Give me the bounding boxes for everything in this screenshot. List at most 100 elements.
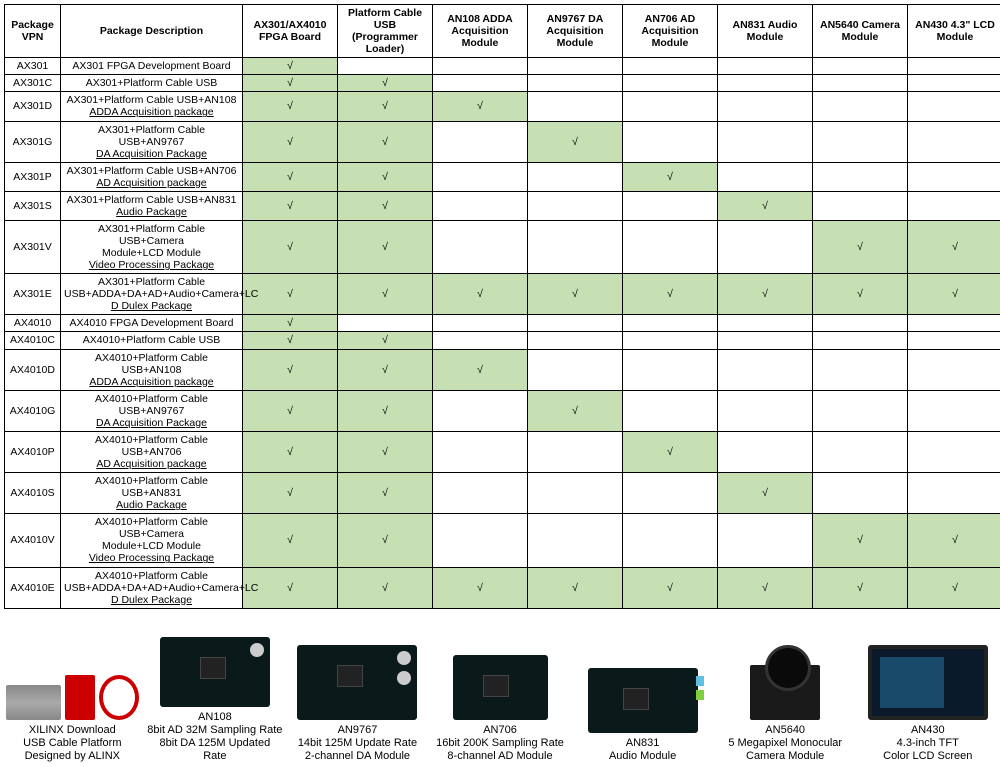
xilinx-cable-image bbox=[4, 630, 141, 720]
matrix-cell: √ bbox=[243, 473, 338, 514]
matrix-cell: √ bbox=[243, 315, 338, 332]
matrix-cell bbox=[718, 514, 813, 567]
matrix-cell bbox=[433, 431, 528, 472]
matrix-cell bbox=[433, 58, 528, 75]
package-vpn-cell: AX4010S bbox=[5, 473, 61, 514]
table-row: AX4010EAX4010+Platform CableUSB+ADDA+DA+… bbox=[5, 567, 1000, 608]
module-gallery: XILINX DownloadUSB Cable PlatformDesigne… bbox=[4, 617, 996, 764]
package-desc-cell: AX4010 FPGA Development Board bbox=[61, 315, 243, 332]
matrix-cell bbox=[908, 390, 1000, 431]
matrix-cell: √ bbox=[623, 431, 718, 472]
matrix-cell bbox=[813, 431, 908, 472]
matrix-cell bbox=[718, 92, 813, 121]
gallery-caption: AN70616bit 200K Sampling Rate8-channel A… bbox=[432, 724, 569, 764]
matrix-cell: √ bbox=[528, 567, 623, 608]
matrix-cell: √ bbox=[338, 514, 433, 567]
gallery-item-an706: AN70616bit 200K Sampling Rate8-channel A… bbox=[432, 630, 569, 764]
matrix-cell: √ bbox=[908, 514, 1000, 567]
package-vpn-cell: AX301P bbox=[5, 162, 61, 191]
matrix-cell: √ bbox=[623, 274, 718, 315]
table-row: AX4010GAX4010+Platform Cable USB+AN9767D… bbox=[5, 390, 1000, 431]
col-header: AN9767 DA Acquisition Module bbox=[528, 5, 623, 58]
table-row: AX4010AX4010 FPGA Development Board√ bbox=[5, 315, 1000, 332]
table-row: AX4010DAX4010+Platform Cable USB+AN108AD… bbox=[5, 349, 1000, 390]
matrix-cell bbox=[623, 75, 718, 92]
matrix-cell bbox=[718, 332, 813, 349]
matrix-cell bbox=[623, 332, 718, 349]
matrix-cell bbox=[623, 315, 718, 332]
matrix-cell bbox=[908, 162, 1000, 191]
an108-image bbox=[147, 617, 284, 707]
matrix-cell bbox=[718, 162, 813, 191]
matrix-cell: √ bbox=[623, 162, 718, 191]
matrix-cell bbox=[433, 315, 528, 332]
gallery-item-an831: AN831Audio Module bbox=[574, 643, 711, 763]
package-vpn-cell: AX301E bbox=[5, 274, 61, 315]
matrix-cell bbox=[718, 390, 813, 431]
matrix-cell bbox=[623, 58, 718, 75]
matrix-cell bbox=[528, 349, 623, 390]
matrix-cell: √ bbox=[908, 220, 1000, 273]
matrix-cell bbox=[528, 431, 623, 472]
matrix-cell: √ bbox=[338, 567, 433, 608]
col-header: Package VPN bbox=[5, 5, 61, 58]
matrix-cell: √ bbox=[338, 349, 433, 390]
matrix-cell: √ bbox=[338, 473, 433, 514]
matrix-cell bbox=[623, 473, 718, 514]
matrix-cell: √ bbox=[718, 567, 813, 608]
matrix-cell: √ bbox=[528, 390, 623, 431]
matrix-cell bbox=[623, 349, 718, 390]
matrix-cell bbox=[528, 75, 623, 92]
matrix-cell bbox=[623, 191, 718, 220]
matrix-cell: √ bbox=[243, 431, 338, 472]
matrix-cell: √ bbox=[243, 121, 338, 162]
package-vpn-cell: AX4010E bbox=[5, 567, 61, 608]
gallery-caption: AN4304.3-inch TFTColor LCD Screen bbox=[859, 724, 996, 764]
matrix-cell bbox=[338, 58, 433, 75]
an831-image bbox=[574, 643, 711, 733]
package-vpn-cell: AX4010G bbox=[5, 390, 61, 431]
matrix-cell: √ bbox=[528, 121, 623, 162]
matrix-cell bbox=[718, 75, 813, 92]
gallery-caption: AN831Audio Module bbox=[574, 737, 711, 763]
package-vpn-cell: AX4010D bbox=[5, 349, 61, 390]
matrix-cell: √ bbox=[243, 514, 338, 567]
matrix-cell bbox=[433, 220, 528, 273]
matrix-cell: √ bbox=[718, 274, 813, 315]
matrix-cell: √ bbox=[813, 567, 908, 608]
package-desc-cell: AX4010+Platform Cable USB+AN706AD Acquis… bbox=[61, 431, 243, 472]
matrix-cell: √ bbox=[243, 162, 338, 191]
package-desc-cell: AX4010+Platform Cable USB+AN9767DA Acqui… bbox=[61, 390, 243, 431]
table-row: AX301CAX301+Platform Cable USB√√ bbox=[5, 75, 1000, 92]
matrix-cell bbox=[813, 75, 908, 92]
matrix-cell bbox=[433, 332, 528, 349]
matrix-cell: √ bbox=[338, 332, 433, 349]
an430-image bbox=[859, 630, 996, 720]
table-row: AX301EAX301+Platform CableUSB+ADDA+DA+AD… bbox=[5, 274, 1000, 315]
an5640-image bbox=[717, 630, 854, 720]
matrix-cell bbox=[908, 92, 1000, 121]
package-vpn-cell: AX301D bbox=[5, 92, 61, 121]
col-header: AN5640 Camera Module bbox=[813, 5, 908, 58]
matrix-cell bbox=[433, 162, 528, 191]
matrix-cell bbox=[813, 390, 908, 431]
an706-image bbox=[432, 630, 569, 720]
matrix-cell bbox=[813, 121, 908, 162]
matrix-cell: √ bbox=[338, 162, 433, 191]
matrix-cell bbox=[338, 315, 433, 332]
matrix-cell bbox=[528, 473, 623, 514]
table-row: AX4010PAX4010+Platform Cable USB+AN706AD… bbox=[5, 431, 1000, 472]
matrix-cell bbox=[623, 220, 718, 273]
matrix-cell bbox=[908, 75, 1000, 92]
matrix-cell bbox=[813, 315, 908, 332]
table-row: AX4010VAX4010+Platform Cable USB+CameraM… bbox=[5, 514, 1000, 567]
matrix-cell: √ bbox=[338, 431, 433, 472]
matrix-cell bbox=[908, 349, 1000, 390]
package-desc-cell: AX4010+Platform Cable USB+CameraModule+L… bbox=[61, 514, 243, 567]
matrix-cell bbox=[813, 58, 908, 75]
matrix-cell bbox=[813, 473, 908, 514]
package-vpn-cell: AX4010 bbox=[5, 315, 61, 332]
matrix-cell bbox=[528, 220, 623, 273]
matrix-cell bbox=[718, 121, 813, 162]
matrix-cell bbox=[813, 92, 908, 121]
